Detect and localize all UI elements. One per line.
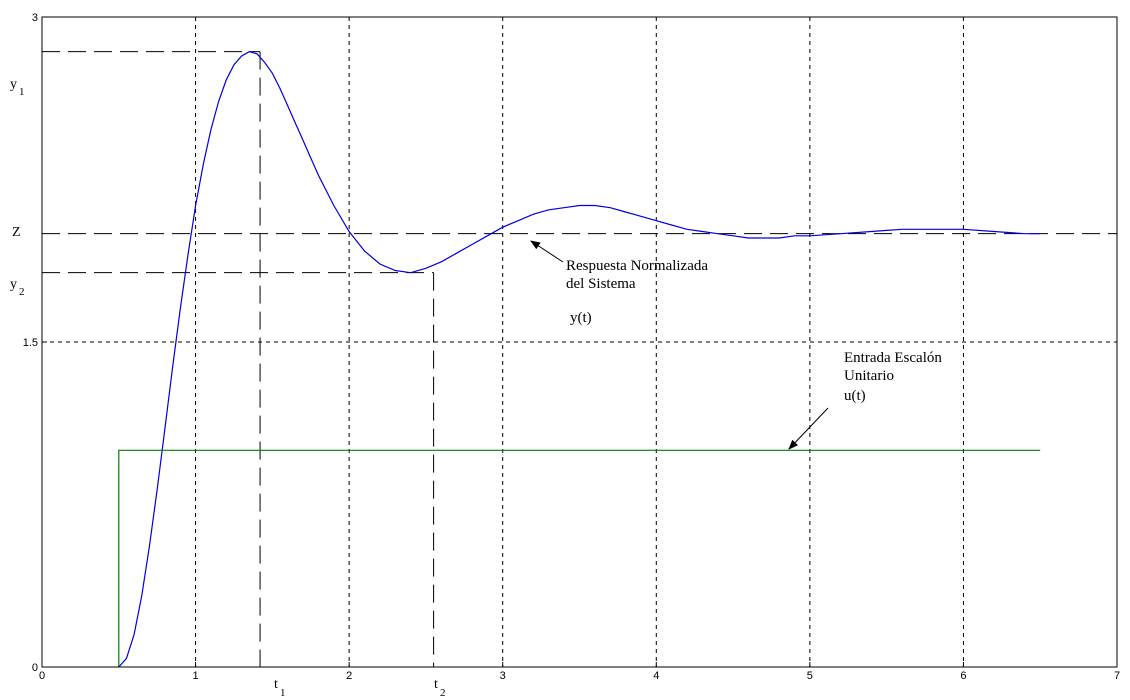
reference-lines — [42, 51, 1117, 667]
y1-sub: 1 — [19, 86, 25, 98]
x-tick-label: 5 — [807, 670, 813, 682]
t2-sub: 2 — [440, 687, 446, 699]
series-group — [118, 51, 1041, 668]
t1-label: t — [274, 677, 278, 692]
y1-label: y — [10, 77, 17, 92]
z-label: Z — [12, 225, 21, 240]
step-label-line2: Unitario — [844, 368, 894, 384]
x-tick-label: 2 — [346, 670, 352, 682]
step-input-line — [118, 449, 1041, 667]
grid — [42, 17, 1117, 667]
response-label-line1: Respuesta Normalizada — [566, 258, 708, 274]
x-tick-label: 4 — [653, 670, 659, 682]
response-arrow — [530, 240, 564, 263]
y2-label: y — [10, 277, 17, 292]
step-arrow — [788, 407, 829, 450]
t1-sub: 1 — [280, 687, 286, 699]
x-tick-label: 6 — [960, 670, 966, 682]
response-curve — [118, 51, 1041, 668]
x-tick-label: 3 — [500, 670, 506, 682]
t2-label: t — [434, 677, 438, 692]
y-tick-label: 1.5 — [23, 337, 38, 349]
y-tick-label: 3 — [32, 12, 38, 24]
ticks: 0 1 2 3 4 5 6 7 0 1.5 3 — [23, 12, 1120, 682]
x-tick-label: 0 — [39, 670, 45, 682]
response-var-label: y(t) — [570, 310, 592, 326]
response-label-line2: del Sistema — [566, 276, 636, 292]
step-var-label: u(t) — [844, 388, 866, 404]
x-tick-label: 7 — [1114, 670, 1120, 682]
y-tick-label: 0 — [32, 662, 38, 674]
step-label-line1: Entrada Escalón — [844, 350, 942, 366]
x-tick-label: 1 — [193, 670, 199, 682]
y2-sub: 2 — [19, 286, 25, 298]
